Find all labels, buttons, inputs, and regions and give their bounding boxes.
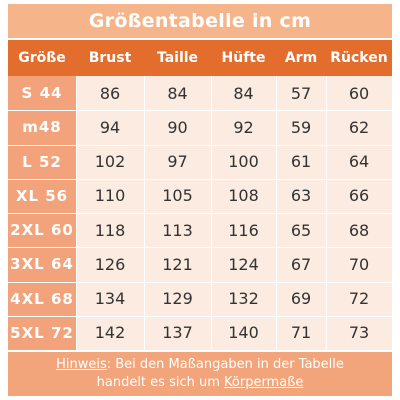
value-cell: 92 — [233, 117, 254, 137]
row-divider — [8, 315, 392, 317]
header-cell: Arm — [284, 50, 318, 66]
value-cell: 62 — [348, 117, 370, 137]
value-cell: 60 — [348, 83, 370, 103]
value-cell: 124 — [228, 254, 259, 274]
title-bar: Größentabelle in cm — [8, 4, 392, 38]
value-cell: 100 — [228, 152, 259, 172]
value-cell: 118 — [94, 220, 126, 240]
row-divider — [8, 213, 392, 214]
value-cell: 64 — [348, 152, 370, 172]
header-row: Größe Brust Taille Hüfte Arm Rücken — [8, 40, 392, 76]
value-cell: 108 — [228, 186, 259, 206]
note-text-1: : Bei den Maßangaben in der Tabelle — [106, 357, 344, 372]
header-cell: Rücken — [330, 50, 388, 66]
row-divider — [8, 110, 392, 112]
row-divider — [8, 247, 392, 249]
value-cell: 68 — [348, 220, 370, 240]
value-cell: 105 — [162, 186, 193, 206]
value-cell: 69 — [290, 289, 312, 309]
row-divider — [8, 178, 392, 180]
value-cell: 71 — [290, 323, 312, 343]
value-cell: 63 — [290, 186, 312, 206]
size-cell: S 44 — [21, 84, 63, 103]
value-cell: 126 — [94, 254, 126, 274]
value-cell: 110 — [94, 186, 126, 206]
value-cell: 61 — [290, 152, 312, 172]
value-cell: 70 — [348, 254, 370, 274]
value-cell: 67 — [290, 254, 312, 274]
note-line-2: handelt es sich um Körpermaße — [97, 374, 304, 392]
note-label: Hinweis — [56, 357, 107, 372]
size-cell: 2XL 60 — [10, 221, 74, 240]
value-cell: 113 — [162, 220, 193, 240]
row-divider — [8, 281, 392, 283]
header-cell: Hüfte — [221, 50, 266, 66]
size-cell: 3XL 64 — [10, 255, 74, 274]
header-cell: Taille — [156, 50, 199, 66]
value-cell: 66 — [348, 186, 370, 206]
size-cell: 4XL 68 — [10, 289, 74, 308]
value-cell: 140 — [228, 323, 259, 343]
size-cell: 5XL 72 — [10, 323, 74, 342]
value-cell: 86 — [99, 83, 121, 103]
note-line-1: Hinweis: Bei den Maßangaben in der Tabel… — [56, 356, 344, 374]
value-cell: 65 — [290, 220, 312, 240]
value-cell: 116 — [228, 220, 259, 240]
value-cell: 84 — [233, 83, 254, 103]
note-bar: Hinweis: Bei den Maßangaben in der Tabel… — [8, 352, 392, 396]
header-cell: Brust — [88, 50, 132, 66]
size-cell: XL 56 — [15, 186, 69, 205]
value-cell: 137 — [162, 323, 193, 343]
value-cell: 90 — [167, 117, 188, 137]
value-cell: 59 — [290, 117, 312, 137]
value-cell: 57 — [290, 83, 312, 103]
size-cell: m48 — [22, 118, 62, 137]
value-cell: 129 — [162, 289, 193, 309]
size-cell: L 52 — [22, 152, 62, 171]
value-cell: 102 — [94, 152, 126, 172]
value-cell: 84 — [167, 83, 188, 103]
value-cell: 121 — [162, 254, 193, 274]
value-cell: 142 — [94, 323, 126, 343]
value-cell: 132 — [228, 289, 259, 309]
value-cell: 97 — [167, 152, 188, 172]
value-cell: 134 — [94, 289, 126, 309]
note-body-measurements: Körpermaße — [224, 375, 304, 390]
chart-title: Größentabelle in cm — [88, 10, 312, 32]
note-text-2: handelt es sich um — [96, 375, 225, 390]
size-table: Größe Brust Taille Hüfte Arm Rücken S 44 86 84 8… — [8, 40, 392, 350]
value-cell: 94 — [99, 117, 121, 137]
value-cell: 73 — [348, 323, 370, 343]
value-cell: 72 — [348, 289, 370, 309]
header-cell: Größe — [18, 50, 66, 66]
row-divider — [8, 144, 392, 146]
